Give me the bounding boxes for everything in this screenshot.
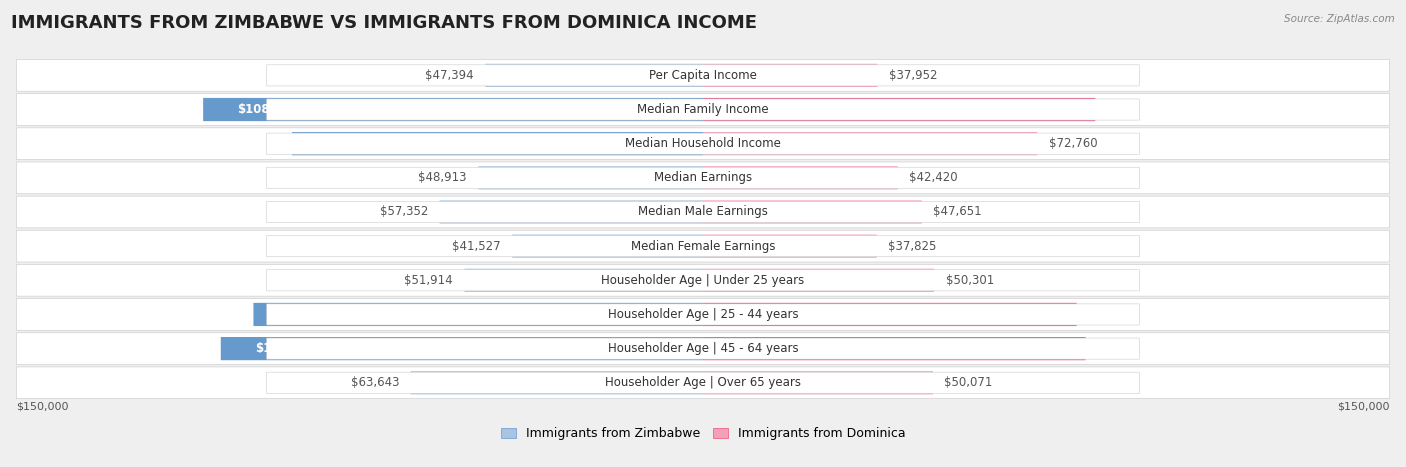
FancyBboxPatch shape: [703, 98, 1095, 121]
Text: Householder Age | 45 - 64 years: Householder Age | 45 - 64 years: [607, 342, 799, 355]
Text: Median Male Earnings: Median Male Earnings: [638, 205, 768, 219]
FancyBboxPatch shape: [703, 303, 1077, 326]
FancyBboxPatch shape: [703, 64, 877, 87]
FancyBboxPatch shape: [485, 64, 703, 87]
Text: Householder Age | Over 65 years: Householder Age | Over 65 years: [605, 376, 801, 389]
Text: $63,643: $63,643: [350, 376, 399, 389]
FancyBboxPatch shape: [411, 371, 703, 394]
Text: $85,411: $85,411: [1007, 103, 1062, 116]
FancyBboxPatch shape: [267, 338, 1139, 359]
Text: $108,830: $108,830: [238, 103, 299, 116]
FancyBboxPatch shape: [267, 372, 1139, 393]
FancyBboxPatch shape: [17, 230, 1389, 262]
Text: Median Family Income: Median Family Income: [637, 103, 769, 116]
Text: $51,914: $51,914: [405, 274, 453, 287]
FancyBboxPatch shape: [221, 337, 703, 360]
Text: $89,496: $89,496: [326, 137, 381, 150]
Text: Median Female Earnings: Median Female Earnings: [631, 240, 775, 253]
Text: $150,000: $150,000: [1337, 402, 1389, 412]
FancyBboxPatch shape: [267, 65, 1139, 86]
Text: $150,000: $150,000: [17, 402, 69, 412]
FancyBboxPatch shape: [17, 333, 1389, 364]
Text: Per Capita Income: Per Capita Income: [650, 69, 756, 82]
FancyBboxPatch shape: [267, 304, 1139, 325]
Text: $41,527: $41,527: [453, 240, 501, 253]
FancyBboxPatch shape: [440, 200, 703, 224]
FancyBboxPatch shape: [267, 99, 1139, 120]
FancyBboxPatch shape: [512, 234, 703, 258]
FancyBboxPatch shape: [17, 196, 1389, 228]
Text: $37,825: $37,825: [889, 240, 936, 253]
FancyBboxPatch shape: [267, 235, 1139, 257]
FancyBboxPatch shape: [17, 162, 1389, 194]
FancyBboxPatch shape: [267, 133, 1139, 154]
FancyBboxPatch shape: [703, 234, 877, 258]
FancyBboxPatch shape: [17, 264, 1389, 296]
FancyBboxPatch shape: [703, 371, 934, 394]
Text: $50,301: $50,301: [945, 274, 994, 287]
FancyBboxPatch shape: [17, 94, 1389, 126]
FancyBboxPatch shape: [17, 128, 1389, 160]
Text: $83,311: $83,311: [998, 342, 1052, 355]
FancyBboxPatch shape: [478, 166, 703, 190]
Text: $48,913: $48,913: [419, 171, 467, 184]
Text: $50,071: $50,071: [945, 376, 993, 389]
Text: Householder Age | Under 25 years: Householder Age | Under 25 years: [602, 274, 804, 287]
Text: $72,760: $72,760: [1049, 137, 1097, 150]
FancyBboxPatch shape: [267, 270, 1139, 291]
Text: $97,880: $97,880: [288, 308, 342, 321]
Text: IMMIGRANTS FROM ZIMBABWE VS IMMIGRANTS FROM DOMINICA INCOME: IMMIGRANTS FROM ZIMBABWE VS IMMIGRANTS F…: [11, 14, 758, 32]
Text: Source: ZipAtlas.com: Source: ZipAtlas.com: [1284, 14, 1395, 24]
FancyBboxPatch shape: [703, 269, 934, 292]
FancyBboxPatch shape: [202, 98, 703, 121]
Text: $37,952: $37,952: [889, 69, 938, 82]
FancyBboxPatch shape: [703, 200, 922, 224]
FancyBboxPatch shape: [703, 337, 1085, 360]
FancyBboxPatch shape: [703, 166, 898, 190]
FancyBboxPatch shape: [292, 132, 703, 156]
Text: $81,351: $81,351: [988, 308, 1042, 321]
FancyBboxPatch shape: [267, 201, 1139, 223]
Text: $57,352: $57,352: [380, 205, 427, 219]
FancyBboxPatch shape: [17, 59, 1389, 91]
FancyBboxPatch shape: [17, 367, 1389, 399]
Text: $47,394: $47,394: [425, 69, 474, 82]
FancyBboxPatch shape: [17, 298, 1389, 330]
FancyBboxPatch shape: [464, 269, 703, 292]
FancyBboxPatch shape: [253, 303, 703, 326]
Text: $47,651: $47,651: [934, 205, 981, 219]
Legend: Immigrants from Zimbabwe, Immigrants from Dominica: Immigrants from Zimbabwe, Immigrants fro…: [496, 422, 910, 445]
FancyBboxPatch shape: [703, 132, 1038, 156]
Text: $42,420: $42,420: [910, 171, 957, 184]
Text: $104,992: $104,992: [256, 342, 318, 355]
Text: Householder Age | 25 - 44 years: Householder Age | 25 - 44 years: [607, 308, 799, 321]
FancyBboxPatch shape: [267, 167, 1139, 188]
Text: Median Earnings: Median Earnings: [654, 171, 752, 184]
Text: Median Household Income: Median Household Income: [626, 137, 780, 150]
